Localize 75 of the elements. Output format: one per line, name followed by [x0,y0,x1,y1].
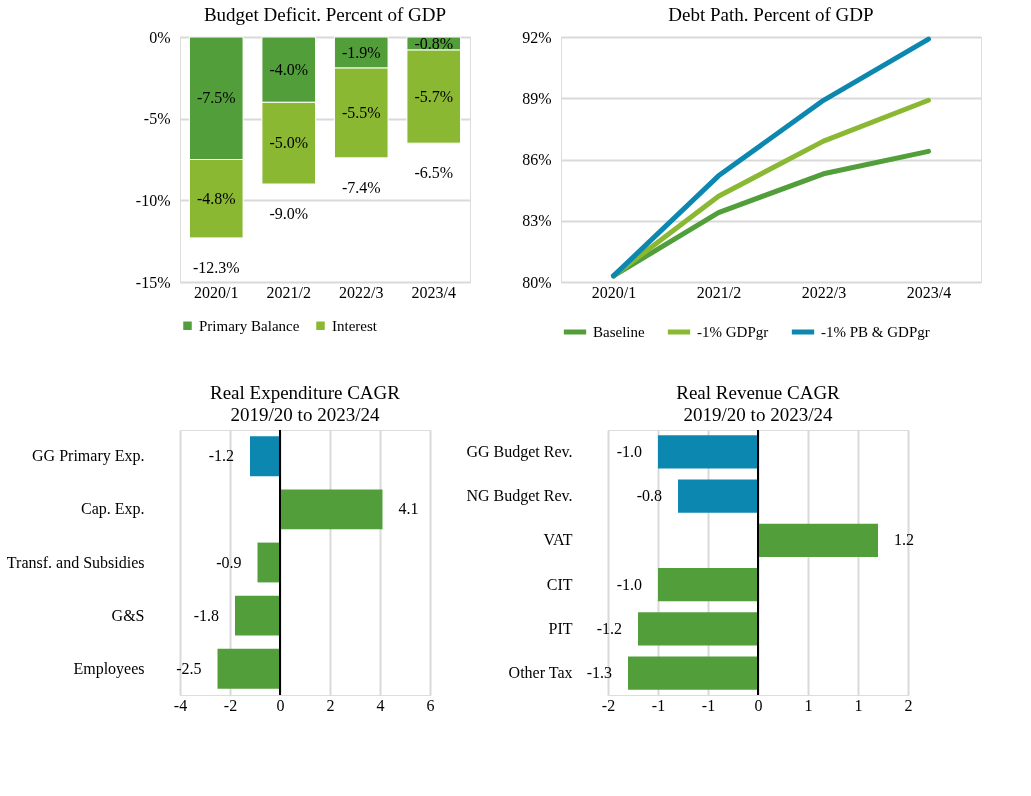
chart-subtitle: 2019/20 to 2023/24 [230,404,380,425]
data-label: -4.0% [269,60,309,78]
total-label: -9.0% [269,205,309,222]
total-label: -7.4% [341,178,381,196]
chart-title: Debt Path. Percent of GDP [668,4,874,25]
y-tick-label: -5% [143,110,171,128]
legend-label: Baseline [593,324,645,340]
data-label: -1.8 [193,606,219,624]
x-tick-label: 2021/2 [696,283,742,301]
data-label: 1.2 [894,531,914,549]
y-tick-label: 80% [522,273,552,291]
x-tick-label: 2020/1 [591,283,637,301]
data-label: -1.2 [596,619,622,637]
x-tick-label: 2023/4 [906,283,952,301]
data-label: -5.0% [269,134,309,152]
data-label: -2.5 [176,659,202,677]
y-tick-label: Other Tax [508,664,573,682]
legend-label: -1% PB & GDPgr [821,324,930,340]
y-tick-label: NG Budget Rev. [466,487,573,506]
data-label: -4.8% [196,189,236,207]
x-tick-label: 2 [904,696,913,714]
chart-subtitle: 2019/20 to 2023/24 [683,404,833,425]
total-label: -12.3% [192,258,240,276]
data-label: -1.9% [341,43,381,61]
x-tick-label: 2022/3 [801,283,847,301]
y-tick-label: 0% [149,28,171,46]
y-tick-label: GG Primary Exp. [32,447,145,466]
data-label: -1.3 [586,664,612,682]
y-tick-label: 89% [522,89,552,107]
x-tick-label: 1 [804,696,813,714]
x-tick-label: 0 [754,696,763,714]
data-label: -0.8 [636,487,662,505]
y-tick-label: Employees [73,659,145,678]
x-tick-label: 2020/1 [194,283,239,301]
data-label: -0.8% [414,34,454,52]
data-label: -1.0 [616,575,642,593]
chart-title: Budget Deficit. Percent of GDP [203,4,447,25]
x-tick-label: 6 [426,696,435,714]
data-label: -7.5% [196,89,236,107]
x-tick-label: -2 [223,696,238,714]
data-label: -1.0 [616,442,642,460]
total-label: -6.5% [414,164,454,182]
x-tick-label: 2023/4 [411,283,456,301]
y-tick-label: G&S [111,606,145,624]
data-label: -0.9 [216,553,242,571]
data-label: -5.7% [414,87,454,105]
y-tick-label: 92% [522,28,552,46]
y-tick-label: 83% [522,212,552,230]
x-tick-label: -2 [601,696,616,714]
legend-label: Primary Balance [199,317,300,334]
y-tick-label: -10% [135,191,171,209]
y-tick-label: PIT [548,619,573,637]
x-tick-label: 2022/3 [339,283,384,301]
legend-label: Interest [332,317,378,334]
data-label: -5.5% [341,103,381,121]
y-tick-label: GG Budget Rev. [466,442,573,461]
x-tick-label: -1 [651,696,666,714]
x-tick-label: 2021/2 [266,283,311,301]
x-tick-label: -1 [701,696,716,714]
y-tick-label: Cap. Exp. [80,500,145,519]
x-tick-label: 0 [276,696,285,714]
y-tick-label: 86% [522,151,552,168]
chart-title: Real Revenue CAGR [676,382,841,403]
y-tick-label: Transf. and Subsidies [6,553,145,571]
data-label: 4.1 [398,500,419,518]
x-tick-label: -4 [173,696,188,714]
x-tick-label: 4 [376,696,385,714]
chart-title: Real Expenditure CAGR [210,382,401,403]
data-label: -1.2 [208,447,234,465]
y-tick-label: VAT [543,531,573,549]
x-tick-label: 1 [854,696,863,714]
legend-label: -1% GDPgr [697,324,769,340]
y-tick-label: CIT [546,575,573,593]
x-tick-label: 2 [326,696,335,714]
y-tick-label: -15% [135,273,171,291]
